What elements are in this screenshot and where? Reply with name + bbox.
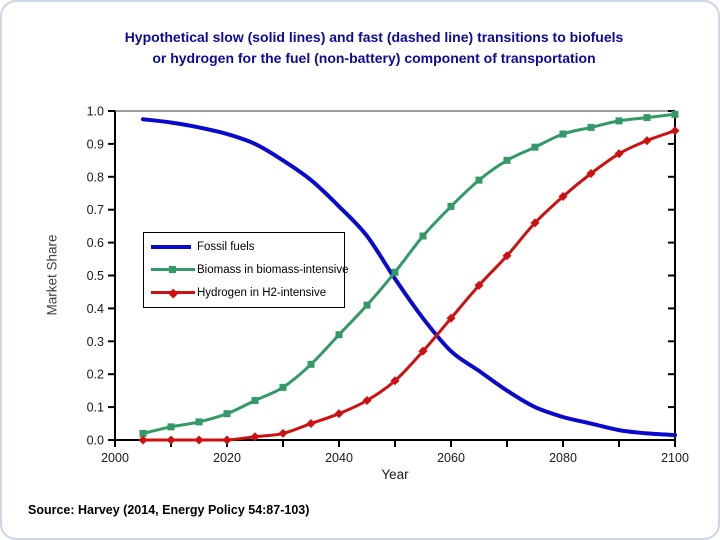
hydrogen-in-h2-intensive-marker	[194, 435, 204, 445]
x-tick-label: 2080	[549, 451, 577, 465]
hydrogen-in-h2-intensive-marker	[530, 218, 540, 228]
y-tick-label: 0.6	[87, 236, 104, 250]
y-tick-label: 0.2	[87, 368, 104, 382]
biomass-in-biomass-intensive-marker	[503, 156, 511, 164]
hydrogen-in-h2-intensive-marker	[222, 435, 232, 445]
biomass-in-biomass-intensive-marker	[335, 331, 343, 339]
chart-title: Hypothetical slow (solid lines) and fast…	[0, 27, 720, 69]
legend-label: Biomass in biomass-intensive	[197, 263, 349, 276]
hydrogen-in-h2-intensive-marker	[166, 435, 176, 445]
y-tick-label: 1.0	[87, 105, 104, 119]
biomass-in-biomass-intensive-marker	[475, 176, 483, 184]
biomass-in-biomass-intensive-marker	[531, 143, 539, 151]
y-tick-label: 0.0	[87, 434, 104, 448]
biomass-in-biomass-intensive-marker	[363, 301, 371, 309]
hydrogen-in-h2-intensive-marker	[586, 169, 596, 179]
source-citation: Source: Harvey (2014, Energy Policy 54:8…	[28, 503, 310, 517]
y-tick-label: 0.5	[87, 269, 104, 283]
biomass-in-biomass-intensive-marker	[307, 360, 315, 368]
biomass-in-biomass-intensive-marker	[139, 429, 147, 437]
y-tick-label: 0.8	[87, 170, 104, 184]
hydrogen-in-h2-intensive-marker	[138, 435, 148, 445]
hydrogen-in-h2-intensive-marker	[558, 192, 568, 202]
biomass-in-biomass-intensive-marker	[167, 423, 175, 431]
chart-title-line1: Hypothetical slow (solid lines) and fast…	[124, 29, 624, 45]
hydrogen-in-h2-intensive-marker	[614, 149, 624, 159]
hydrogen-line-swatch-icon	[151, 288, 197, 298]
y-tick-label: 0.9	[87, 137, 104, 151]
hydrogen-in-h2-intensive-marker	[390, 376, 400, 386]
legend: Fossil fuels Biomass in biomass-intensiv…	[143, 232, 348, 308]
chart-title-line2: or hydrogen for the fuel (non-battery) c…	[152, 50, 596, 66]
hydrogen-in-h2-intensive-marker	[278, 428, 288, 438]
biomass-in-biomass-intensive-marker	[587, 123, 595, 131]
biomass-in-biomass-intensive-marker	[279, 383, 287, 391]
x-tick-label: 2100	[661, 451, 689, 465]
fossil-fuels-line	[141, 117, 677, 438]
biomass-in-biomass-intensive-marker	[419, 232, 427, 240]
biomass-in-biomass-intensive-marker	[643, 114, 651, 122]
hydrogen-in-h2-intensive-marker	[474, 280, 484, 290]
hydrogen-in-h2-intensive-marker	[306, 419, 316, 429]
hydrogen-in-h2-intensive-marker	[418, 346, 428, 356]
hydrogen-in-h2-intensive-marker	[502, 251, 512, 261]
x-tick-label: 2060	[437, 451, 465, 465]
hydrogen-in-h2-intensive-marker	[334, 409, 344, 419]
biomass-in-biomass-intensive-marker	[195, 418, 203, 426]
fossil-fuels-line-swatch-icon	[151, 242, 197, 252]
biomass-in-biomass-intensive-marker	[447, 202, 455, 210]
x-axis-label: Year	[381, 467, 409, 482]
y-tick-label: 0.3	[87, 335, 104, 349]
legend-item-biomass: Biomass in biomass-intensive	[151, 264, 348, 276]
y-tick-label: 0.4	[87, 302, 104, 316]
biomass-in-biomass-intensive-marker	[615, 117, 623, 125]
biomass-in-biomass-intensive-marker	[671, 110, 679, 118]
hydrogen-in-h2-intensive-marker	[642, 136, 652, 146]
legend-label: Hydrogen in H2-intensive	[197, 286, 327, 299]
legend-item-fossil-fuels: Fossil fuels	[151, 241, 344, 253]
hydrogen-in-h2-intensive-marker	[670, 126, 680, 136]
biomass-in-biomass-intensive-marker	[559, 130, 567, 138]
x-tick-label: 2040	[325, 451, 353, 465]
biomass-line-swatch-icon	[151, 265, 197, 275]
biomass-in-biomass-intensive-marker	[391, 268, 399, 276]
y-tick-label: 0.7	[87, 203, 104, 217]
x-tick-label: 2020	[213, 451, 241, 465]
legend-item-hydrogen: Hydrogen in H2-intensive	[151, 287, 344, 299]
hydrogen-in-h2-intensive-marker	[362, 396, 372, 406]
hydrogen-in-h2-intensive-marker	[250, 432, 260, 442]
y-tick-label: 0.1	[87, 401, 104, 415]
legend-label: Fossil fuels	[197, 241, 255, 254]
x-tick-label: 2000	[101, 451, 129, 465]
hydrogen-in-h2-intensive-marker	[446, 313, 456, 323]
biomass-in-biomass-intensive-marker	[223, 410, 231, 418]
biomass-in-biomass-intensive-marker	[251, 397, 259, 405]
